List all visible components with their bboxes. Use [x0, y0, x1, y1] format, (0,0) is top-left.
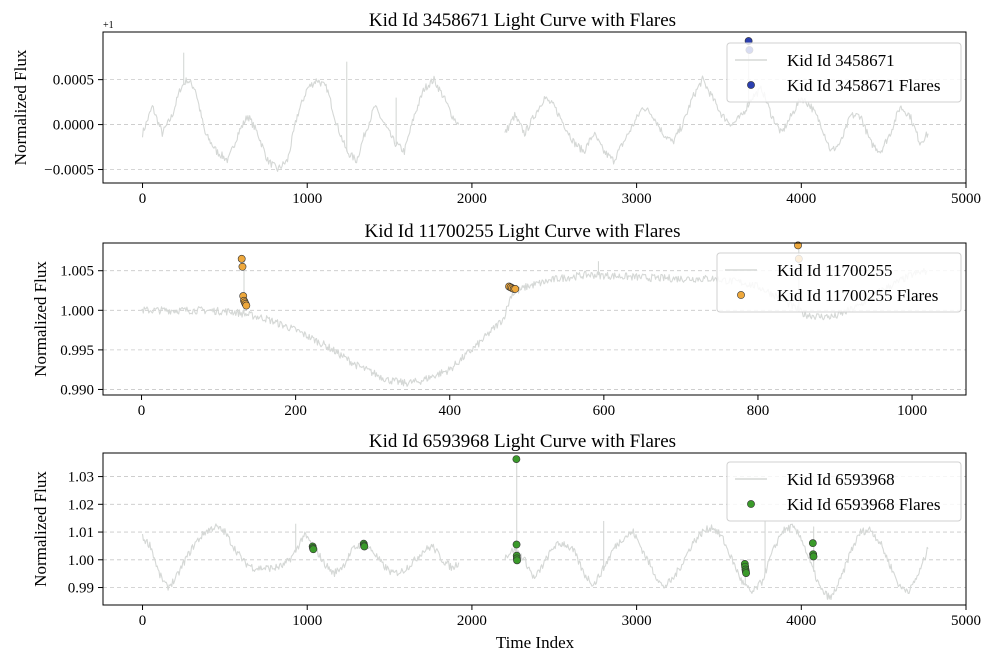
light-curve-line: [504, 75, 929, 165]
legend: Kid Id 3458671 Kid Id 3458671 Flares: [726, 42, 962, 103]
legend-label: Kid Id 3458671: [787, 51, 895, 70]
y-tick-label: 1.00: [68, 553, 94, 569]
x-axis-label: Time Index: [496, 633, 575, 652]
legend-box: [726, 461, 962, 522]
x-tick-label: 1000: [292, 613, 322, 629]
chart-title: Kid Id 6593968 Light Curve with Flares: [369, 431, 676, 452]
axes-frame: [102, 31, 967, 184]
x-tick-label: 3000: [622, 191, 652, 207]
chart-title: Kid Id 11700255 Light Curve with Flares: [365, 221, 681, 242]
x-tick-label: 4000: [786, 613, 816, 629]
legend-label: Kid Id 6593968 Flares: [787, 495, 940, 514]
x-tick-label: 800: [747, 403, 770, 419]
chart-panel-1: 0 1000 2000 3000 4000 5000 −0.0005 0.0000 0.0005…: [11, 10, 981, 207]
x-tick-label: 0: [139, 613, 147, 629]
y-tick-label: 0.99: [68, 581, 94, 597]
flare-point: [360, 542, 369, 551]
legend-label: Kid Id 3458671 Flares: [787, 76, 940, 95]
flare-point: [512, 455, 521, 464]
y-offset-label: +1: [103, 20, 114, 31]
x-tick-label: 3000: [622, 613, 652, 629]
x-tick-label: 5000: [951, 191, 981, 207]
flare-point: [809, 552, 818, 561]
flare-point: [513, 556, 521, 565]
y-tick-label: 0.0000: [53, 118, 94, 134]
y-tick-label: 0.995: [60, 343, 94, 359]
x-tick-label: 200: [284, 403, 307, 419]
legend-marker-swatch: [737, 291, 745, 299]
light-curve-line: [141, 75, 460, 172]
x-tick-label: 600: [593, 403, 616, 419]
flare-point: [238, 262, 247, 271]
chart-panel-3: 0 1000 2000 3000 4000 5000 0.99 1.00 1.01 1.02 1.0…: [31, 431, 981, 629]
y-tick-label: 1.02: [68, 497, 94, 513]
y-tick-label: 1.01: [68, 525, 94, 541]
flare-point: [742, 569, 751, 578]
x-tick-label: 1000: [897, 403, 927, 419]
legend-marker-swatch: [747, 81, 755, 89]
legend-marker-swatch: [747, 500, 755, 508]
x-tick-label: 2000: [457, 613, 487, 629]
legend: Kid Id 6593968 Kid Id 6593968 Flares: [726, 461, 962, 522]
flare-point: [511, 285, 520, 293]
light-curve-line: [504, 523, 929, 601]
y-axis-label: Normalized Flux: [31, 261, 50, 377]
chart-title: Kid Id 3458671 Light Curve with Flares: [369, 10, 676, 31]
legend-label: Kid Id 11700255 Flares: [777, 286, 938, 305]
x-tick-label: 2000: [457, 191, 487, 207]
flare-point: [237, 254, 246, 263]
legend-box: [716, 252, 962, 313]
y-tick-label: 0.990: [60, 382, 94, 398]
y-tick-label: 1.03: [68, 470, 94, 486]
y-tick-label: 0.0005: [53, 73, 94, 89]
legend-box: [726, 42, 962, 103]
legend-label: Kid Id 11700255: [777, 261, 893, 280]
legend: Kid Id 11700255 Kid Id 11700255 Flares: [716, 252, 962, 313]
flare-point: [242, 301, 251, 310]
x-tick-label: 0: [138, 403, 146, 419]
y-tick-label: 1.000: [60, 303, 94, 319]
axes-frame: [102, 452, 967, 606]
flare-point: [808, 539, 817, 548]
flare-point: [512, 540, 521, 549]
flare-point: [794, 241, 802, 250]
x-tick-label: 1000: [292, 191, 322, 207]
light-curve-line: [141, 523, 460, 591]
x-tick-label: 4000: [786, 191, 816, 207]
y-axis-label: Normalized Flux: [11, 49, 30, 165]
y-tick-label: −0.0005: [44, 163, 94, 179]
x-tick-label: 0: [139, 191, 147, 207]
axes-frame: [102, 242, 967, 396]
x-tick-label: 5000: [951, 613, 981, 629]
legend-label: Kid Id 6593968: [787, 470, 895, 489]
x-tick-label: 400: [438, 403, 461, 419]
y-axis-label: Normalized Flux: [31, 471, 50, 587]
flare-point: [309, 545, 318, 554]
y-tick-label: 1.005: [60, 264, 94, 280]
chart-panel-2: 0 200 400 600 800 1000 0.990 0.995 1.000 1.005 Kid…: [31, 221, 967, 419]
